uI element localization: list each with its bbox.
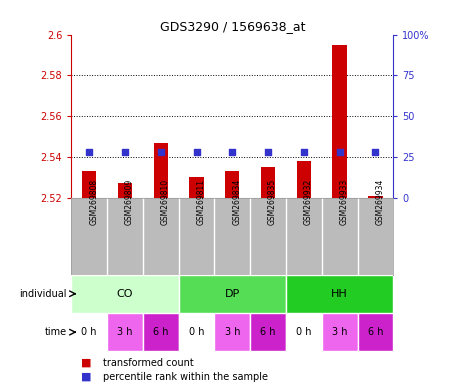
Text: 0 h: 0 h bbox=[296, 327, 311, 337]
Bar bbox=[178, 313, 214, 351]
Text: GSM269811: GSM269811 bbox=[196, 179, 205, 225]
Bar bbox=[71, 313, 107, 351]
Text: 3 h: 3 h bbox=[331, 327, 347, 337]
Text: 6 h: 6 h bbox=[367, 327, 382, 337]
Text: GSM269808: GSM269808 bbox=[89, 179, 98, 225]
Bar bbox=[285, 313, 321, 351]
Bar bbox=[260, 167, 274, 198]
Text: GSM269932: GSM269932 bbox=[303, 179, 312, 225]
Text: percentile rank within the sample: percentile rank within the sample bbox=[103, 372, 268, 382]
Text: time: time bbox=[45, 327, 67, 337]
Text: GSM269810: GSM269810 bbox=[160, 179, 169, 225]
Bar bbox=[214, 313, 250, 351]
Text: 0 h: 0 h bbox=[188, 327, 204, 337]
Bar bbox=[107, 313, 143, 351]
Bar bbox=[118, 184, 132, 198]
Text: GSM269835: GSM269835 bbox=[268, 179, 276, 225]
Point bbox=[371, 149, 378, 155]
Text: individual: individual bbox=[19, 289, 67, 299]
Bar bbox=[224, 171, 239, 198]
Bar bbox=[332, 45, 346, 198]
Point bbox=[85, 149, 93, 155]
Text: transformed count: transformed count bbox=[103, 358, 194, 368]
Text: ■: ■ bbox=[80, 372, 91, 382]
Title: GDS3290 / 1569638_at: GDS3290 / 1569638_at bbox=[159, 20, 304, 33]
Bar bbox=[368, 196, 382, 198]
Bar bbox=[189, 177, 203, 198]
Bar bbox=[71, 275, 178, 313]
Text: ■: ■ bbox=[80, 358, 91, 368]
Text: GSM269809: GSM269809 bbox=[125, 179, 134, 225]
Bar bbox=[321, 313, 357, 351]
Text: GSM269934: GSM269934 bbox=[375, 179, 384, 225]
Text: 3 h: 3 h bbox=[224, 327, 240, 337]
Point bbox=[157, 149, 164, 155]
Bar bbox=[285, 275, 392, 313]
Point bbox=[228, 149, 235, 155]
Bar bbox=[250, 313, 285, 351]
Text: HH: HH bbox=[330, 289, 347, 299]
Bar bbox=[143, 313, 178, 351]
Bar bbox=[153, 143, 168, 198]
Bar bbox=[178, 275, 285, 313]
Bar bbox=[296, 161, 310, 198]
Text: 6 h: 6 h bbox=[260, 327, 275, 337]
Point bbox=[300, 149, 307, 155]
Point bbox=[192, 149, 200, 155]
Bar bbox=[357, 313, 392, 351]
Point bbox=[264, 149, 271, 155]
Text: 6 h: 6 h bbox=[153, 327, 168, 337]
Text: 3 h: 3 h bbox=[117, 327, 133, 337]
Point bbox=[335, 149, 342, 155]
Point bbox=[121, 149, 129, 155]
Bar bbox=[82, 171, 96, 198]
Text: GSM269834: GSM269834 bbox=[232, 179, 241, 225]
Text: 0 h: 0 h bbox=[81, 327, 97, 337]
Text: CO: CO bbox=[117, 289, 133, 299]
Text: GSM269933: GSM269933 bbox=[339, 179, 348, 225]
Text: DP: DP bbox=[224, 289, 240, 299]
